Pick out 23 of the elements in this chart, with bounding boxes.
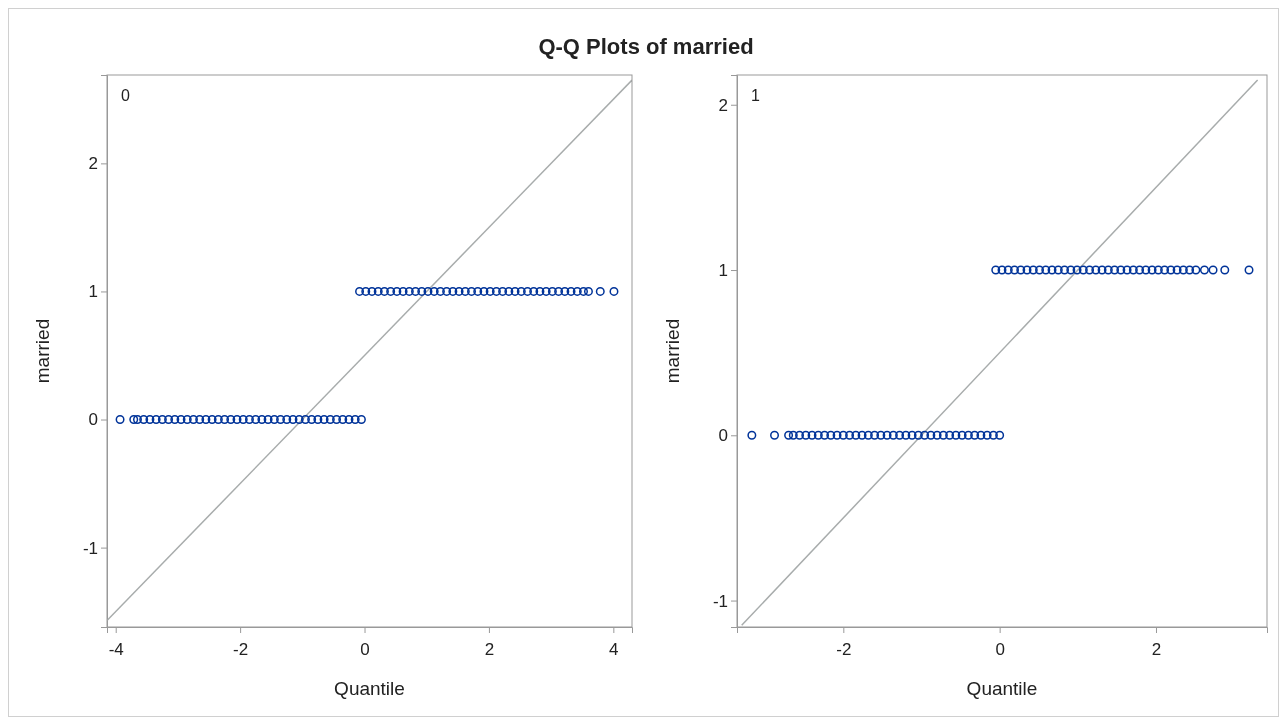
x-tick-label: 4 — [609, 639, 619, 659]
x-tick-label: 0 — [360, 639, 370, 659]
y-tick-label: 2 — [718, 95, 728, 115]
x-tick-label: 0 — [995, 639, 1005, 659]
y-axis-title: married — [32, 318, 53, 384]
x-tick-label: -2 — [233, 639, 249, 659]
x-tick-label: -4 — [108, 639, 124, 659]
y-tick-label: 2 — [88, 154, 98, 174]
annotation: 0 — [121, 87, 130, 104]
x-tick-label: 2 — [1151, 639, 1162, 659]
x-axis-title: Quantile — [966, 678, 1038, 699]
y-tick-label: 0 — [718, 426, 728, 446]
y-axis-title: married — [662, 318, 683, 384]
y-tick-label: 1 — [718, 260, 728, 280]
y-tick-label: 1 — [88, 282, 98, 302]
annotation: 1 — [751, 87, 760, 104]
x-tick-label: 2 — [484, 639, 495, 659]
chart-title: Q-Q Plots of married — [538, 34, 754, 59]
y-tick-label: 0 — [88, 410, 98, 430]
x-tick-label: -2 — [836, 639, 852, 659]
x-axis-title: Quantile — [334, 678, 405, 699]
y-tick-label: -1 — [82, 538, 98, 558]
y-tick-label: -1 — [712, 591, 728, 611]
